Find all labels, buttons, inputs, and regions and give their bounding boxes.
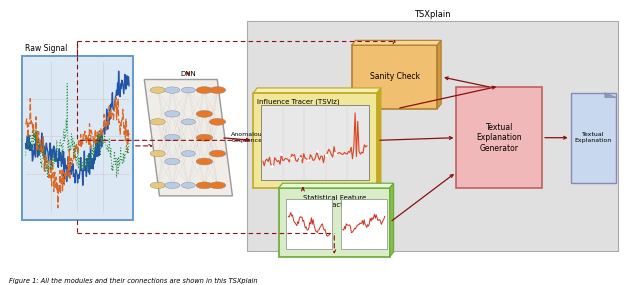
FancyBboxPatch shape <box>341 199 387 249</box>
Circle shape <box>196 182 212 189</box>
Polygon shape <box>352 40 441 45</box>
Circle shape <box>164 158 180 165</box>
Circle shape <box>150 119 165 125</box>
Circle shape <box>196 158 212 165</box>
Circle shape <box>209 182 226 189</box>
Circle shape <box>196 87 212 93</box>
Circle shape <box>150 182 165 188</box>
FancyBboxPatch shape <box>279 188 390 257</box>
FancyBboxPatch shape <box>247 21 618 251</box>
Circle shape <box>209 87 226 93</box>
Text: Textual
Explanation: Textual Explanation <box>575 132 612 143</box>
Polygon shape <box>144 80 232 196</box>
Text: DNN: DNN <box>180 71 196 77</box>
Circle shape <box>209 150 226 157</box>
FancyBboxPatch shape <box>352 45 437 109</box>
Polygon shape <box>605 93 616 97</box>
FancyBboxPatch shape <box>286 199 332 249</box>
Text: Anomalous
Sequence: Anomalous Sequence <box>231 132 266 143</box>
Text: Influence Tracer (TSViz): Influence Tracer (TSViz) <box>257 98 340 105</box>
Circle shape <box>196 134 212 141</box>
FancyBboxPatch shape <box>261 105 369 180</box>
Circle shape <box>209 118 226 125</box>
Circle shape <box>150 87 165 93</box>
FancyBboxPatch shape <box>456 87 542 188</box>
FancyBboxPatch shape <box>253 93 377 188</box>
Text: Statistical Feature
Extractor: Statistical Feature Extractor <box>303 195 366 207</box>
Polygon shape <box>253 88 381 93</box>
Circle shape <box>181 119 195 125</box>
Text: Sanity Check: Sanity Check <box>369 72 420 81</box>
Circle shape <box>196 111 212 117</box>
Polygon shape <box>437 40 441 109</box>
Text: Textual
Explanation
Generator: Textual Explanation Generator <box>476 123 522 152</box>
Circle shape <box>164 87 180 93</box>
Circle shape <box>164 135 180 141</box>
Circle shape <box>181 87 195 93</box>
Circle shape <box>150 150 165 157</box>
Circle shape <box>164 182 180 188</box>
FancyBboxPatch shape <box>22 56 133 220</box>
Circle shape <box>164 111 180 117</box>
Circle shape <box>181 182 195 188</box>
Text: TSXplain: TSXplain <box>414 10 451 19</box>
Polygon shape <box>377 88 381 188</box>
Circle shape <box>181 151 195 156</box>
Polygon shape <box>390 183 394 257</box>
Text: Figure 1: All the modules and their connections are shown in this TSXplain: Figure 1: All the modules and their conn… <box>9 278 258 284</box>
Text: Raw Signal: Raw Signal <box>25 44 67 53</box>
FancyBboxPatch shape <box>571 93 616 183</box>
Polygon shape <box>279 183 394 188</box>
